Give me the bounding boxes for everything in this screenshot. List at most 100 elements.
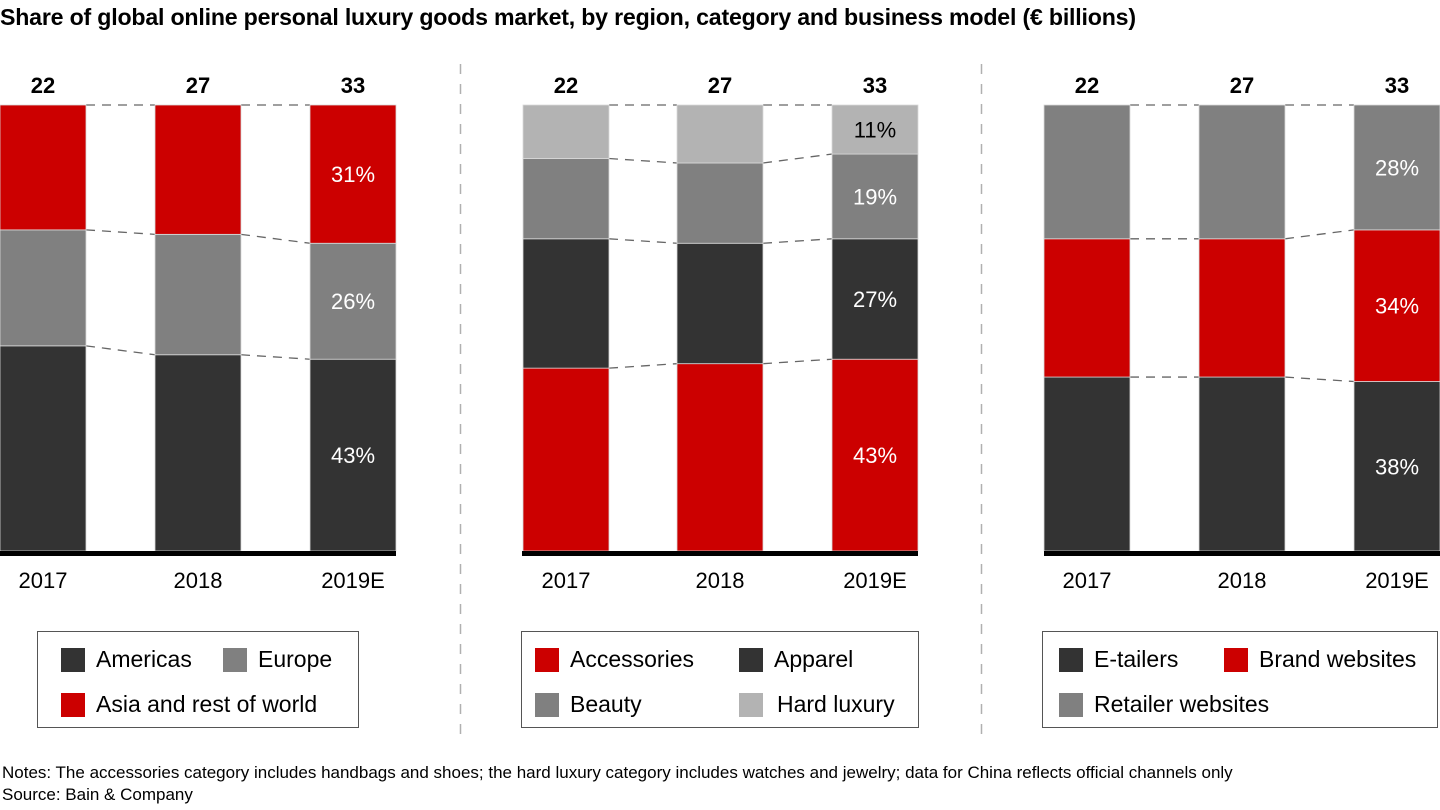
data-label: 11% (854, 118, 896, 143)
bar-segment-beauty-2017 (522, 158, 610, 240)
connector-line (608, 157, 678, 164)
data-label: 28% (1375, 155, 1419, 180)
connector-line (762, 153, 833, 164)
legend-label: Europe (258, 646, 333, 672)
legend-item-retailer-websites: Retailer websites (1059, 691, 1269, 718)
bar-segment-e-tailers-2017 (1043, 376, 1131, 552)
x-axis-line (522, 551, 918, 556)
chart-region: 22 2017 27 2018 43% 26% 31% 33 2019E (0, 73, 397, 593)
connector-line (85, 229, 156, 235)
total-label: 33 (863, 73, 887, 98)
x-tick-label: 2018 (174, 568, 223, 593)
data-label: 26% (331, 289, 375, 314)
legend-label: Brand websites (1259, 646, 1417, 672)
legend-label: Americas (96, 646, 192, 672)
data-label: 38% (1375, 454, 1419, 479)
legend-item-accessories: Accessories (535, 646, 694, 673)
data-label: 27% (853, 287, 897, 312)
legend-swatch (535, 647, 559, 672)
x-tick-label: 2019E (1365, 568, 1429, 593)
legend-swatch (1224, 647, 1248, 672)
bar-segment-europe-2017 (0, 229, 87, 347)
x-tick-label: 2017 (19, 568, 68, 593)
bar-segment-asia-and-rest-of-world-2017 (0, 104, 87, 231)
x-axis-line (1044, 551, 1440, 556)
legend-label: Apparel (774, 646, 854, 672)
connector-line (608, 363, 678, 369)
x-tick-label: 2019E (321, 568, 385, 593)
bar-segment-brand-websites-2019E (1353, 229, 1440, 382)
chart-category: 22 2017 27 2018 43% 27% 19% 11% 33 2019E (522, 73, 919, 593)
legend-label: E-tailers (1094, 646, 1179, 672)
legend-label: Hard luxury (777, 691, 895, 717)
bar-segment-europe-2019E (309, 242, 397, 360)
legend-category: Accessories Apparel Beauty Hard luxury (521, 631, 919, 728)
bar-segment-retailer-websites-2018 (1198, 104, 1286, 240)
connector-line (762, 238, 833, 244)
legend-swatch (1059, 692, 1083, 717)
bar-segment-apparel-2018 (676, 242, 764, 365)
legend-label: Beauty (570, 691, 642, 717)
x-tick-label: 2017 (1063, 568, 1112, 593)
x-tick-label: 2018 (1218, 568, 1267, 593)
legend-item-apparel: Apparel (739, 646, 853, 673)
connector-line (1284, 376, 1355, 383)
notes-text: Notes: The accessories category includes… (2, 763, 1233, 782)
bar-segment-hard-luxury-2017 (522, 104, 610, 159)
footnotes: Notes: The accessories category includes… (2, 762, 1233, 806)
bar-segment-hard-luxury-2019E (831, 104, 919, 155)
bar-segment-retailer-websites-2017 (1043, 104, 1131, 240)
legend-swatch (739, 692, 763, 717)
bar-segment-europe-2018 (154, 233, 242, 356)
total-label: 27 (1230, 73, 1254, 98)
legend-swatch (535, 692, 559, 717)
legend-label: Retailer websites (1094, 691, 1270, 717)
bar-segment-americas-2018 (154, 354, 242, 552)
bar-segment-accessories-2019E (831, 358, 919, 552)
bar-segment-asia-and-rest-of-world-2019E (309, 104, 397, 244)
bar-segment-apparel-2017 (522, 238, 610, 369)
data-label: 43% (853, 443, 897, 468)
source-text: Source: Bain & Company (2, 785, 193, 804)
data-label: 43% (331, 443, 375, 468)
total-label: 27 (708, 73, 732, 98)
data-label: 31% (331, 162, 375, 187)
total-label: 33 (341, 73, 365, 98)
chart-business-model: 22 2017 27 2018 38% 34% 28% 33 2019E (1043, 73, 1440, 593)
total-label: 22 (31, 73, 55, 98)
bar-segment-e-tailers-2019E (1353, 381, 1440, 552)
bar-segment-brand-websites-2017 (1043, 238, 1131, 378)
legend-label: Accessories (570, 646, 694, 672)
bar-segment-americas-2017 (0, 345, 87, 552)
x-tick-label: 2018 (696, 568, 745, 593)
x-axis-line (0, 551, 396, 556)
bar-segment-hard-luxury-2018 (676, 104, 764, 164)
legend-item-americas: Americas (61, 646, 192, 673)
bar-segment-beauty-2019E (831, 153, 919, 240)
legend-swatch (61, 647, 85, 672)
bar-segment-asia-and-rest-of-world-2018 (154, 104, 242, 235)
legend-item-hard-luxury: Hard luxury (739, 691, 895, 718)
chart-title: Share of global online personal luxury g… (0, 4, 1136, 30)
legend-item-asia: Asia and rest of world (61, 691, 317, 718)
legend-business-model: E-tailers Brand websites Retailer websit… (1042, 631, 1438, 728)
connector-line (762, 358, 833, 365)
bar-segment-accessories-2018 (676, 363, 764, 552)
legend-region: Americas Europe Asia and rest of world (37, 631, 359, 728)
x-tick-label: 2019E (843, 568, 907, 593)
legend-item-brand-websites: Brand websites (1224, 646, 1416, 673)
bar-segment-beauty-2018 (676, 162, 764, 244)
legend-item-beauty: Beauty (535, 691, 642, 718)
total-label: 33 (1385, 73, 1409, 98)
legend-swatch (739, 647, 763, 672)
connector-line (240, 233, 311, 244)
total-label: 22 (554, 73, 578, 98)
connector-line (85, 345, 156, 356)
bar-segment-brand-websites-2018 (1198, 238, 1286, 378)
bar-segment-apparel-2019E (831, 238, 919, 360)
total-label: 22 (1075, 73, 1099, 98)
bar-segment-accessories-2017 (522, 367, 610, 552)
bar-segment-retailer-websites-2019E (1353, 104, 1440, 231)
data-label: 19% (853, 184, 897, 209)
